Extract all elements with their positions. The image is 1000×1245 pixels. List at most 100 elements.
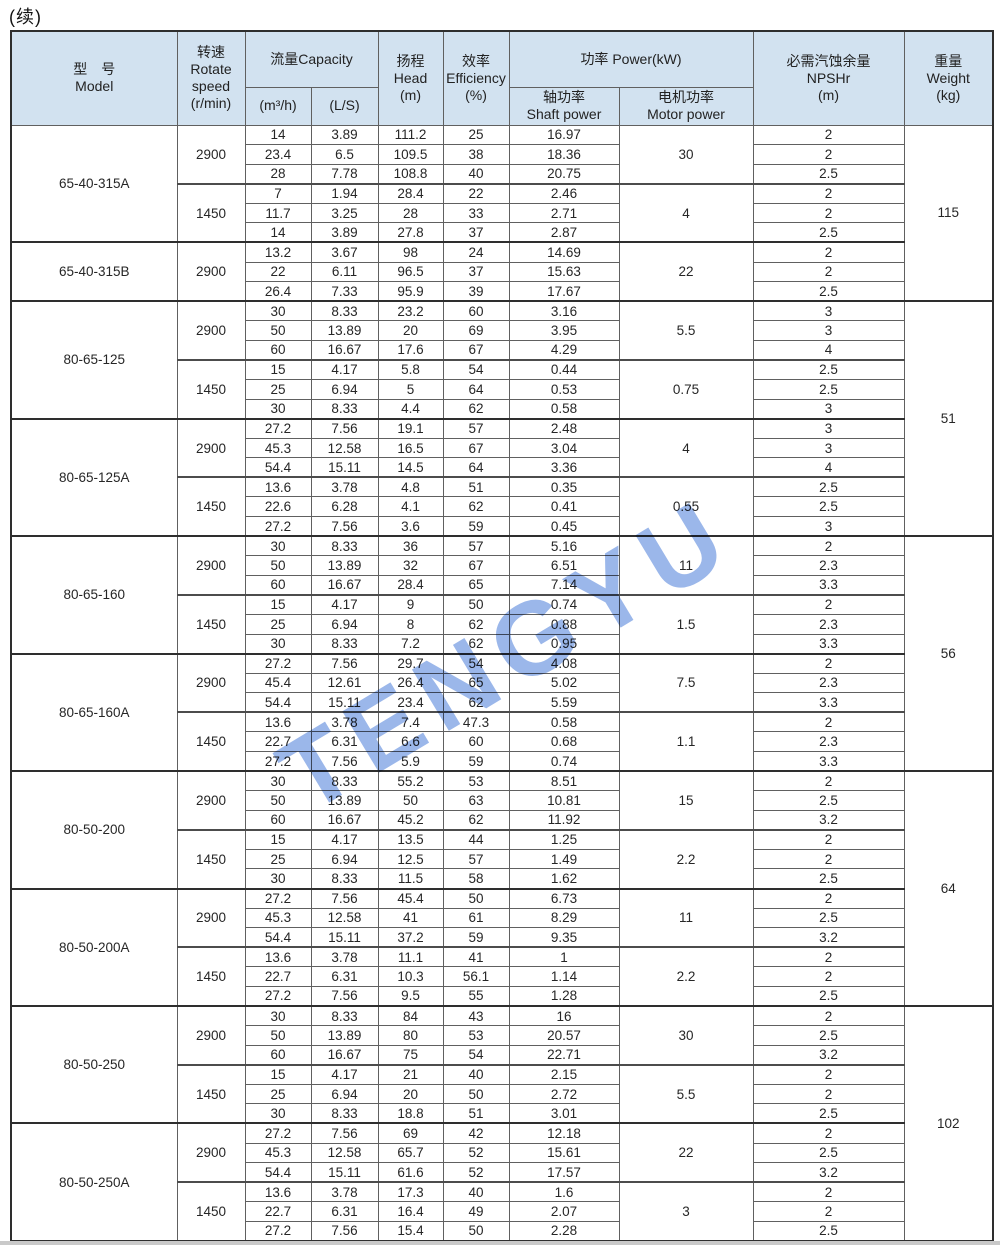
npshr-cell: 3 (752, 437, 905, 459)
capacity-m3h-cell: 60 (244, 809, 312, 831)
capacity-m3h-cell: 30 (244, 300, 312, 322)
npshr-cell: 2.3 (752, 555, 905, 576)
capacity-m3h-cell: 27.2 (244, 1122, 312, 1144)
capacity-m3h-cell: 13.6 (244, 476, 312, 498)
speed-cell: 2900 (176, 124, 246, 185)
efficiency-cell: 62 (442, 496, 510, 518)
capacity-m3h-cell: 22 (244, 261, 312, 283)
capacity-m3h-cell: 27.2 (244, 652, 312, 674)
shaft-power-cell: 1 (508, 946, 620, 968)
capacity-m3h-cell: 11.7 (244, 202, 312, 224)
head-cell: 109.5 (377, 144, 444, 165)
speed-cell: 2900 (176, 535, 246, 596)
head-cell: 7.4 (377, 711, 444, 733)
npshr-cell: 2.5 (752, 868, 905, 890)
npshr-cell: 4 (752, 339, 905, 361)
head-cell: 11.5 (377, 868, 444, 890)
capacity-ls-cell: 7.56 (310, 1220, 379, 1242)
head-cell: 50 (377, 790, 444, 811)
capacity-ls-cell: 7.56 (310, 1122, 379, 1144)
capacity-m3h-cell: 27.2 (244, 985, 312, 1007)
capacity-ls-cell: 6.31 (310, 966, 379, 987)
table-row: 25 6.94 5 64 0.53 2.5 (11, 379, 993, 400)
head-cell: 20 (377, 320, 444, 341)
capacity-m3h-cell: 30 (244, 535, 312, 557)
shaft-power-cell: 3.01 (508, 1103, 620, 1124)
npshr-cell: 2 (752, 1181, 905, 1203)
efficiency-cell: 44 (442, 828, 510, 850)
head-cell: 9.5 (377, 985, 444, 1007)
efficiency-cell: 65 (442, 672, 510, 694)
shaft-power-cell: 0.35 (508, 476, 620, 498)
motor-power-cell: 11 (618, 535, 754, 596)
head-cell: 4.8 (377, 476, 444, 498)
header-capacity-ls: (L/S) (310, 86, 379, 126)
capacity-m3h-cell: 25 (244, 848, 312, 870)
table-row: 1450 13.6 3.78 4.8 51 0.35 0.55 2.5 (11, 476, 993, 537)
shaft-power-cell: 1.28 (508, 985, 620, 1007)
model-name-cell: 80-65-125A (10, 417, 178, 537)
head-cell: 21 (377, 1063, 444, 1085)
shaft-power-cell: 3.16 (508, 300, 620, 322)
npshr-cell: 3 (752, 300, 905, 322)
capacity-m3h-cell: 27.2 (244, 516, 312, 537)
efficiency-cell: 38 (442, 144, 510, 165)
capacity-m3h-cell: 28 (244, 163, 312, 185)
npshr-cell: 4 (752, 457, 905, 478)
shaft-power-cell: 5.16 (508, 535, 620, 557)
npshr-cell: 2 (752, 124, 905, 146)
weight-cell: 56 (903, 535, 994, 772)
capacity-m3h-cell: 27.2 (244, 887, 312, 909)
head-cell: 4.4 (377, 398, 444, 420)
table-row: 80-65-160 2900 30 8.33 36 57 5.16 11 2 56 (10, 535, 994, 772)
shaft-power-cell: 8.51 (508, 770, 620, 792)
capacity-m3h-cell: 30 (244, 633, 312, 655)
shaft-power-cell: 2.71 (508, 202, 620, 224)
capacity-ls-cell: 4.17 (310, 593, 379, 615)
motor-power-cell: 22 (618, 241, 754, 302)
head-cell: 84 (377, 1005, 444, 1027)
table-row: 60 16.67 75 54 22.71 3.2 (11, 1044, 993, 1066)
speed-cell: 2900 (176, 770, 246, 831)
capacity-ls-cell: 16.67 (310, 809, 379, 831)
npshr-cell: 2 (752, 966, 905, 987)
capacity-ls-cell: 12.58 (310, 907, 379, 929)
shaft-power-cell: 2.48 (508, 417, 620, 439)
header-shaft-power: 轴功率 Shaft power (508, 86, 620, 126)
head-cell: 20 (377, 1083, 444, 1105)
efficiency-cell: 69 (442, 320, 510, 341)
capacity-m3h-cell: 30 (244, 770, 312, 792)
npshr-cell: 2.5 (752, 496, 905, 518)
head-cell: 41 (377, 907, 444, 929)
capacity-m3h-cell: 30 (244, 398, 312, 420)
efficiency-cell: 50 (442, 1083, 510, 1105)
head-cell: 17.3 (377, 1181, 444, 1203)
shaft-power-cell: 15.63 (508, 261, 620, 283)
table-row: 45.4 12.61 26.4 65 5.02 2.3 (11, 672, 993, 694)
speed-cell: 1450 (176, 182, 246, 243)
motor-power-cell: 30 (618, 124, 754, 185)
efficiency-cell: 62 (442, 809, 510, 831)
capacity-ls-cell: 16.67 (310, 574, 379, 596)
head-cell: 23.4 (377, 692, 444, 713)
table-row: 80-50-200 2900 30 8.33 55.2 53 8.51 15 2 64 (10, 770, 994, 1007)
continued-label: (续) (9, 7, 42, 27)
capacity-m3h-cell: 14 (244, 222, 312, 243)
efficiency-cell: 54 (442, 652, 510, 674)
head-cell: 28.4 (377, 182, 444, 204)
capacity-m3h-cell: 45.3 (244, 907, 312, 929)
npshr-cell: 3 (752, 516, 905, 537)
efficiency-cell: 40 (442, 163, 510, 185)
npshr-cell: 2.5 (752, 476, 905, 498)
npshr-cell: 3.3 (752, 751, 905, 772)
weight-cell: 115 (903, 124, 994, 302)
capacity-m3h-cell: 30 (244, 1005, 312, 1027)
head-cell: 98 (377, 241, 444, 263)
header-efficiency: 效率 Efficiency (%) (442, 30, 510, 126)
head-cell: 9 (377, 593, 444, 615)
capacity-ls-cell: 6.94 (310, 1083, 379, 1105)
capacity-m3h-cell: 15 (244, 828, 312, 850)
table-row: 1450 13.6 3.78 17.3 40 1.6 3 2 (11, 1181, 993, 1242)
npshr-cell: 2.5 (752, 163, 905, 185)
efficiency-cell: 37 (442, 261, 510, 283)
